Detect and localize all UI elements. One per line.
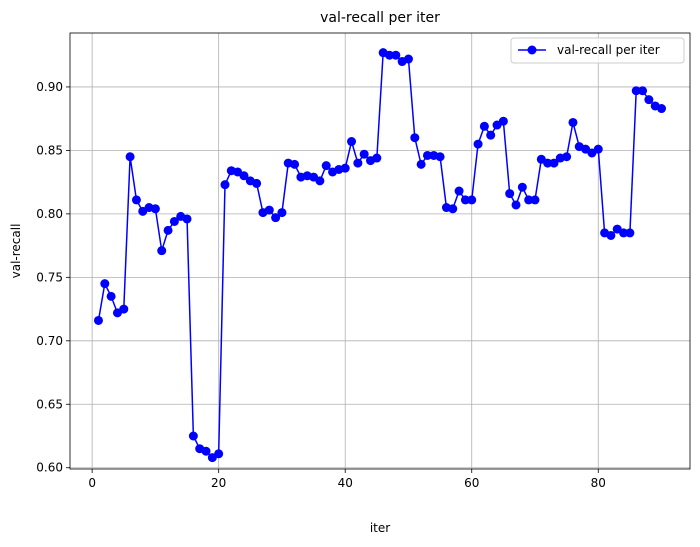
x-tick-label: 60 (464, 476, 479, 490)
data-point (416, 159, 426, 169)
data-point (644, 95, 654, 105)
data-point (435, 152, 445, 162)
data-point (631, 86, 641, 96)
data-point (479, 121, 489, 131)
data-point (214, 449, 224, 459)
data-point (422, 150, 432, 160)
x-axis-label: iter (370, 521, 390, 535)
data-point (619, 228, 629, 238)
legend-label: val-recall per iter (557, 43, 660, 57)
y-axis-label: val-recall (9, 224, 23, 279)
data-point (359, 149, 369, 159)
grid (70, 33, 690, 469)
legend-box (510, 37, 685, 64)
data-point (169, 216, 179, 226)
data-point (391, 50, 401, 60)
data-point (517, 182, 527, 192)
data-point (511, 200, 521, 210)
y-tick-label: 0.75 (36, 270, 63, 284)
data-point (568, 117, 578, 127)
data-point (498, 116, 508, 126)
data-point (290, 159, 300, 169)
data-point (277, 208, 287, 218)
data-point (340, 163, 350, 173)
data-point (657, 104, 667, 114)
chart-title: val-recall per iter (320, 10, 440, 26)
data-point (467, 195, 477, 205)
data-point (384, 50, 394, 60)
ticks: 0 20 40 60 80 0.60 0.65 0.70 0.75 0.80 0.85 0.90 (36, 80, 606, 490)
data-point (131, 195, 141, 205)
data-point (638, 86, 648, 96)
y-tick-label: 0.70 (36, 334, 63, 348)
data-point (182, 214, 192, 224)
data-point (271, 213, 281, 223)
data-point (505, 189, 515, 199)
data-point (315, 176, 325, 186)
data-point (188, 431, 198, 441)
x-tick-label: 80 (591, 476, 606, 490)
y-tick-label: 0.60 (36, 461, 63, 475)
data-point (454, 186, 464, 196)
x-tick-label: 40 (338, 476, 353, 490)
x-tick-label: 20 (211, 476, 226, 490)
data-point (530, 195, 540, 205)
data-point (125, 152, 135, 162)
data-point (264, 205, 274, 215)
data-point (486, 130, 496, 140)
series-layer (93, 48, 667, 463)
data-point (150, 204, 160, 214)
data-point (460, 195, 470, 205)
data-point (93, 315, 103, 325)
data-point (163, 225, 173, 235)
y-tick-label: 0.85 (36, 143, 63, 157)
data-point (625, 228, 635, 238)
data-point (410, 133, 420, 143)
data-point (403, 54, 413, 64)
y-tick-label: 0.80 (36, 207, 63, 221)
data-point (448, 204, 458, 214)
data-point (372, 153, 382, 163)
data-point (201, 446, 211, 456)
y-tick-label: 0.90 (36, 80, 63, 94)
legend-marker (527, 45, 537, 55)
data-point (220, 180, 230, 190)
data-point (119, 304, 129, 314)
plot-frame (69, 32, 691, 470)
x-tick-label: 0 (88, 476, 96, 490)
series-line (97, 51, 662, 459)
data-point (593, 144, 603, 154)
data-point (252, 178, 262, 188)
data-point (347, 137, 357, 147)
data-point (100, 279, 110, 289)
legend: val-recall per iter (510, 37, 685, 64)
data-point (473, 139, 483, 149)
data-point (549, 158, 559, 168)
data-point (543, 158, 553, 168)
data-point (157, 246, 167, 256)
data-point (106, 291, 116, 301)
y-tick-label: 0.65 (36, 397, 63, 411)
data-point (562, 152, 572, 162)
data-point (353, 158, 363, 168)
data-point (606, 230, 616, 240)
data-point (239, 171, 249, 181)
data-point (321, 161, 331, 171)
data-point (524, 195, 534, 205)
